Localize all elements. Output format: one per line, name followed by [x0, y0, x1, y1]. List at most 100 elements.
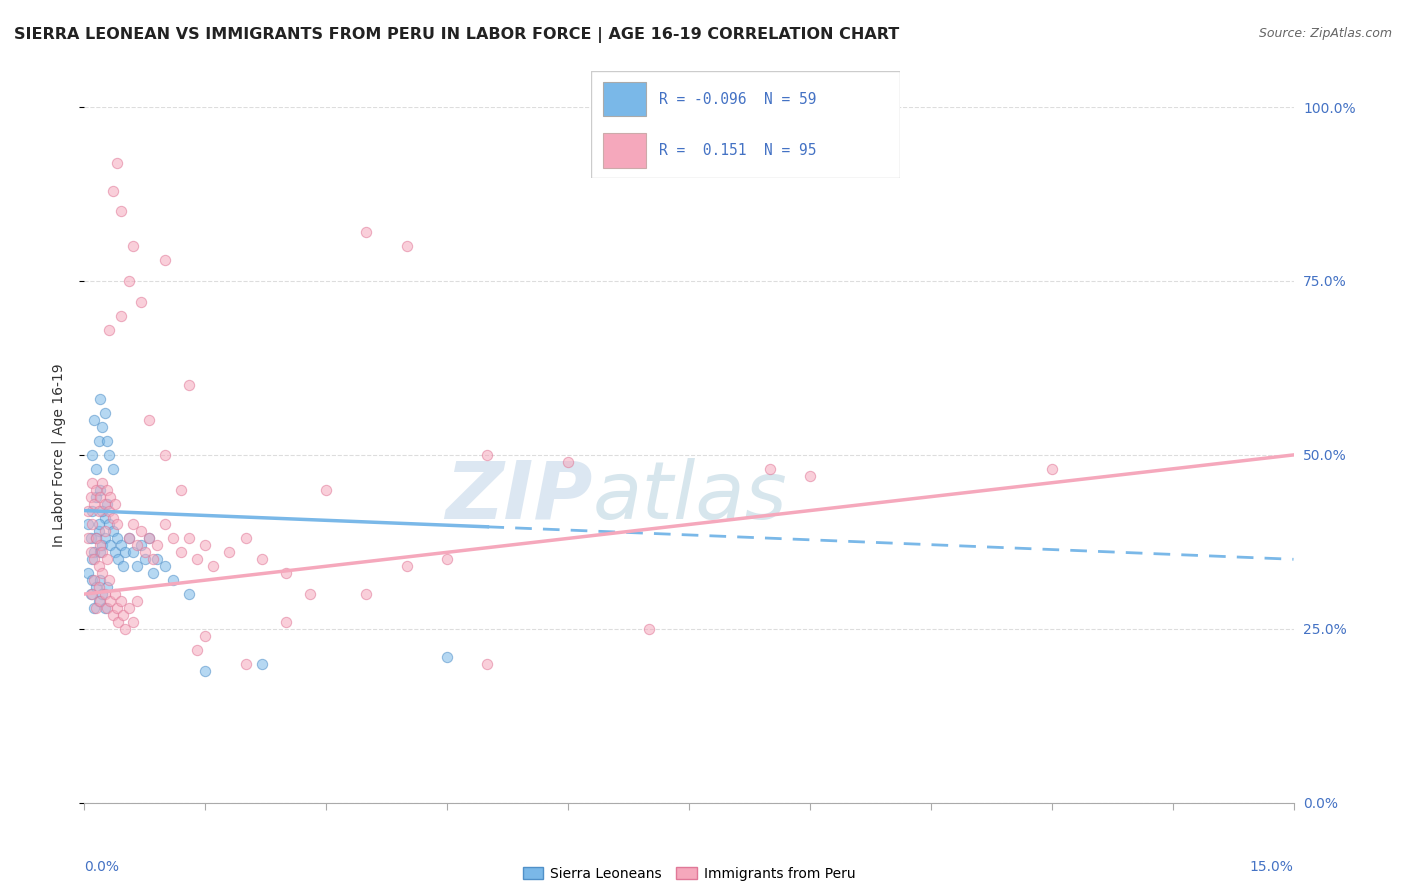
Point: [91, 545, 114, 559]
Point: [118, 532, 141, 546]
Point: [125, 594, 148, 608]
Point: [105, 532, 128, 546]
Y-axis label: In Labor Force | Age 16-19: In Labor Force | Age 16-19: [52, 363, 66, 547]
Text: Source: ZipAtlas.com: Source: ZipAtlas.com: [1258, 27, 1392, 40]
Point: [96, 552, 118, 566]
Point: [89, 538, 111, 552]
Point: [87, 580, 110, 594]
Point: [98, 490, 121, 504]
Point: [107, 615, 129, 629]
Point: [82, 448, 104, 462]
Point: [299, 587, 322, 601]
Point: [91, 503, 114, 517]
Point: [162, 573, 184, 587]
Point: [93, 524, 115, 539]
Point: [121, 545, 143, 559]
Point: [82, 573, 104, 587]
Point: [87, 524, 110, 539]
Point: [105, 517, 128, 532]
Text: 15.0%: 15.0%: [1250, 860, 1294, 874]
Text: SIERRA LEONEAN VS IMMIGRANTS FROM PERU IN LABOR FORCE | AGE 16-19 CORRELATION CH: SIERRA LEONEAN VS IMMIGRANTS FROM PERU I…: [14, 27, 900, 43]
Point: [96, 601, 118, 615]
Point: [105, 155, 128, 169]
Point: [101, 510, 124, 524]
Point: [170, 483, 193, 497]
Point: [250, 657, 273, 671]
Point: [799, 468, 821, 483]
Point: [112, 559, 135, 574]
Point: [77, 566, 100, 581]
Point: [83, 573, 105, 587]
Point: [86, 580, 108, 594]
Point: [356, 587, 378, 601]
Point: [107, 552, 129, 566]
Point: [125, 538, 148, 552]
Point: [93, 601, 115, 615]
Point: [274, 566, 297, 581]
Point: [86, 462, 108, 476]
Point: [146, 538, 169, 552]
Point: [146, 552, 169, 566]
Point: [96, 580, 118, 594]
Point: [96, 497, 118, 511]
Point: [134, 545, 156, 559]
Point: [218, 545, 240, 559]
Point: [142, 566, 165, 581]
Point: [98, 538, 121, 552]
Point: [86, 532, 108, 546]
Point: [89, 490, 111, 504]
Point: [1040, 462, 1063, 476]
Point: [93, 587, 115, 601]
Point: [83, 413, 105, 427]
Point: [87, 594, 110, 608]
Point: [89, 594, 111, 608]
Point: [436, 649, 458, 664]
Point: [101, 462, 124, 476]
Text: 0.0%: 0.0%: [84, 860, 120, 874]
Point: [87, 503, 110, 517]
Point: [82, 517, 104, 532]
Point: [235, 657, 257, 671]
Point: [77, 503, 100, 517]
Point: [87, 517, 110, 532]
Point: [97, 448, 120, 462]
Point: [97, 323, 120, 337]
Point: [162, 532, 184, 546]
Point: [758, 462, 780, 476]
Point: [87, 434, 110, 448]
Point: [315, 483, 337, 497]
Point: [477, 657, 499, 671]
Point: [356, 225, 378, 239]
Point: [83, 545, 105, 559]
Point: [97, 503, 120, 517]
Point: [153, 448, 176, 462]
Point: [170, 545, 193, 559]
Text: ZIP: ZIP: [444, 458, 592, 536]
Point: [97, 517, 120, 532]
Point: [153, 517, 176, 532]
Point: [93, 510, 115, 524]
Point: [104, 545, 127, 559]
Point: [101, 607, 124, 622]
Point: [89, 483, 111, 497]
Point: [104, 497, 127, 511]
Point: [477, 448, 499, 462]
Point: [114, 545, 136, 559]
Point: [395, 559, 418, 574]
FancyBboxPatch shape: [603, 134, 647, 168]
Point: [153, 559, 176, 574]
Point: [118, 532, 141, 546]
FancyBboxPatch shape: [603, 82, 647, 116]
Point: [121, 239, 143, 253]
Point: [93, 406, 115, 420]
Point: [83, 497, 105, 511]
FancyBboxPatch shape: [591, 71, 900, 178]
Point: [274, 615, 297, 629]
Point: [112, 607, 135, 622]
Point: [118, 601, 141, 615]
Point: [179, 532, 201, 546]
Point: [80, 490, 103, 504]
Point: [138, 532, 160, 546]
Point: [125, 559, 148, 574]
Point: [80, 587, 103, 601]
